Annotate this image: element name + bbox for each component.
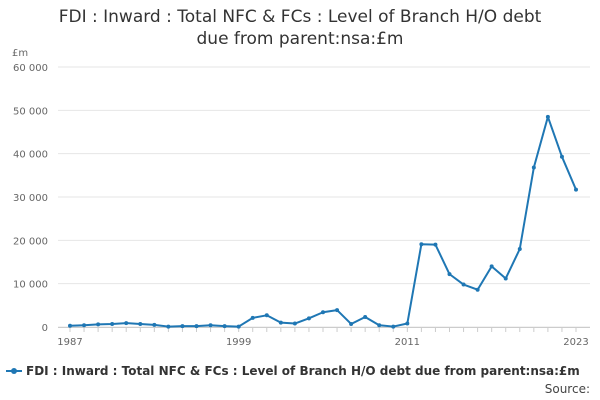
data-point bbox=[363, 315, 368, 320]
data-point bbox=[208, 323, 213, 328]
data-point bbox=[250, 315, 255, 320]
y-tick-label: 10 000 bbox=[13, 280, 48, 291]
y-tick-label: 60 000 bbox=[13, 63, 48, 74]
data-point bbox=[531, 165, 536, 170]
y-tick-label: 30 000 bbox=[13, 193, 48, 204]
data-point bbox=[545, 114, 550, 119]
data-point bbox=[335, 308, 340, 313]
data-point bbox=[194, 324, 199, 329]
chart-title-line-1: FDI : Inward : Total NFC & FCs : Level o… bbox=[58, 7, 542, 27]
x-tick-label: 2011 bbox=[395, 337, 420, 348]
data-point bbox=[419, 242, 424, 247]
x-tick-label: 1999 bbox=[226, 337, 251, 348]
data-point bbox=[517, 247, 522, 251]
y-tick-label: 40 000 bbox=[13, 150, 48, 161]
data-point bbox=[489, 264, 494, 269]
data-point bbox=[447, 272, 452, 277]
data-point bbox=[377, 323, 382, 328]
source-label: Source: bbox=[544, 382, 590, 396]
data-point bbox=[559, 154, 564, 159]
data-point bbox=[278, 320, 283, 325]
data-point bbox=[306, 316, 311, 321]
data-point bbox=[574, 187, 578, 192]
data-point bbox=[391, 324, 396, 329]
data-point bbox=[475, 287, 480, 292]
data-point bbox=[222, 324, 227, 329]
data-point bbox=[264, 313, 269, 318]
legend[interactable]: FDI : Inward : Total NFC & FCs : Level o… bbox=[6, 363, 580, 379]
data-point bbox=[236, 324, 241, 329]
x-tick-label: 1987 bbox=[57, 337, 82, 348]
data-point bbox=[461, 282, 466, 287]
data-point bbox=[349, 321, 354, 326]
chart-title-line-2: due from parent:nsa:£m bbox=[196, 29, 404, 49]
data-point bbox=[503, 276, 508, 281]
data-point bbox=[180, 324, 185, 329]
x-tick-label: 2023 bbox=[563, 337, 588, 348]
data-point bbox=[433, 242, 438, 247]
data-point bbox=[321, 310, 325, 315]
data-point bbox=[82, 323, 87, 328]
y-unit-label: £m bbox=[12, 48, 28, 59]
data-point bbox=[166, 324, 171, 329]
chart-title: FDI : Inward : Total NFC & FCs : Level o… bbox=[0, 6, 600, 50]
y-tick-label: 50 000 bbox=[13, 106, 48, 117]
data-point bbox=[124, 321, 129, 326]
data-point bbox=[138, 321, 143, 326]
data-point bbox=[110, 321, 115, 326]
data-point bbox=[152, 322, 157, 327]
y-tick-label: 0 bbox=[42, 323, 48, 334]
legend-label: FDI : Inward : Total NFC & FCs : Level o… bbox=[26, 364, 580, 378]
data-point bbox=[68, 323, 72, 328]
data-point bbox=[405, 321, 410, 326]
legend-swatch-icon bbox=[6, 366, 22, 376]
y-tick-label: 20 000 bbox=[13, 236, 48, 247]
data-point bbox=[292, 321, 297, 326]
data-point bbox=[96, 322, 101, 327]
series-line bbox=[69, 115, 577, 328]
